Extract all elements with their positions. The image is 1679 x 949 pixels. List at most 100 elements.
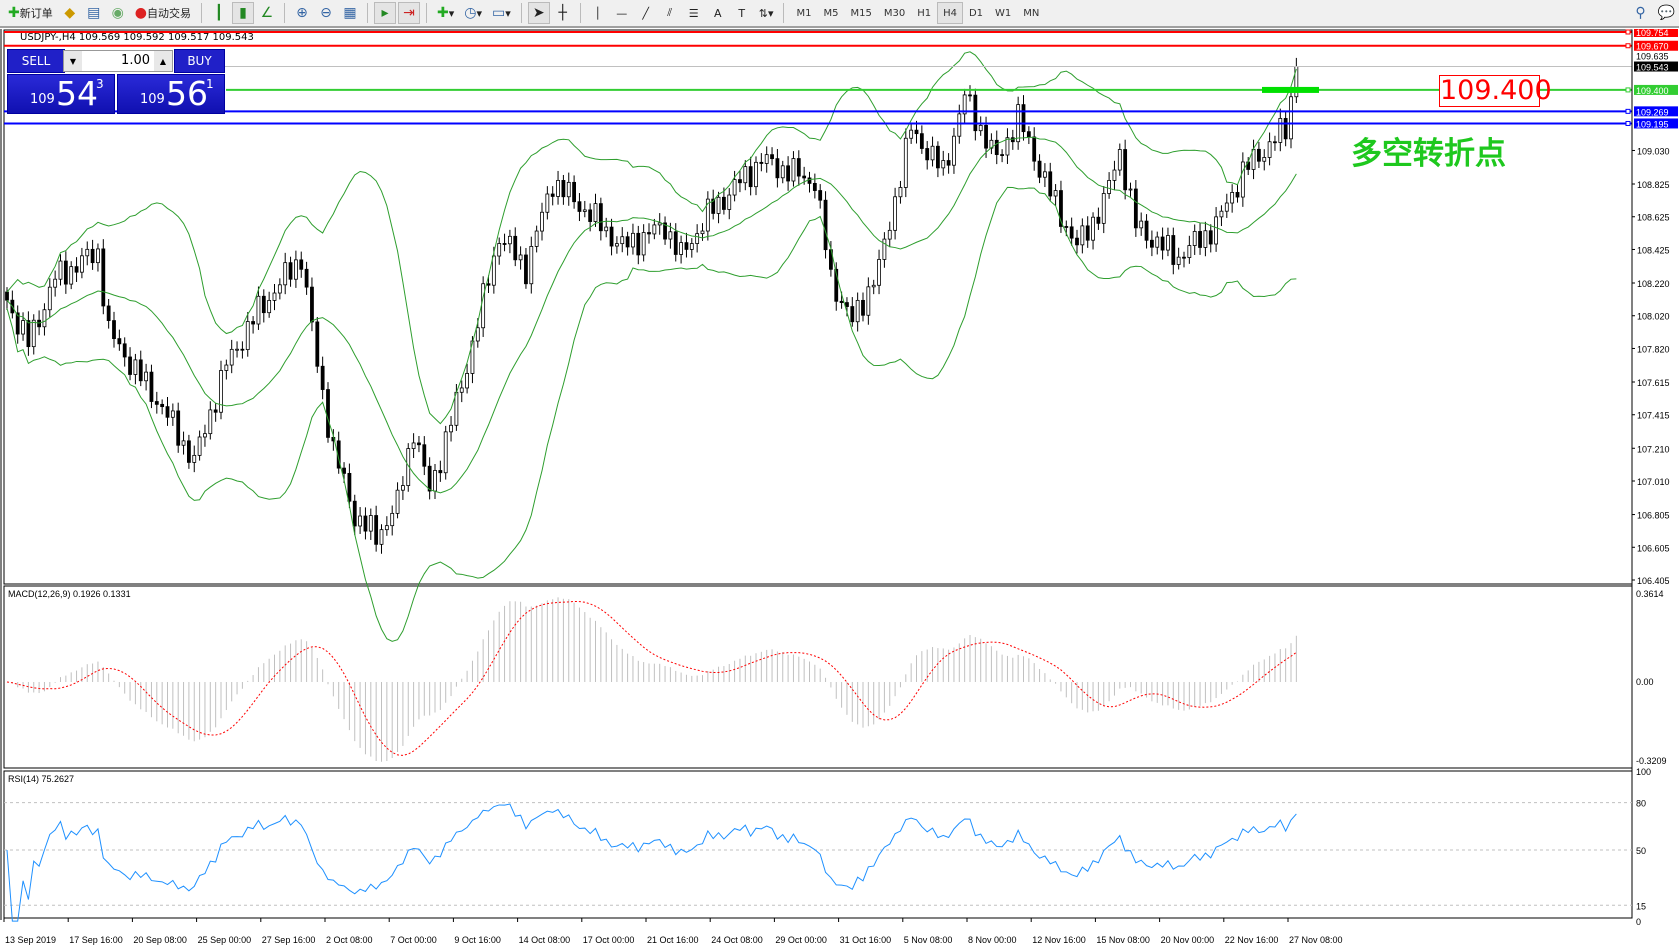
cursor-button[interactable]: ➤ [527, 2, 550, 24]
time-axis-label: 25 Sep 00:00 [198, 935, 252, 945]
candle-body [96, 248, 100, 264]
price-tag-label: 109.754 [1636, 29, 1669, 38]
sell-price[interactable]: 109 54 3 [7, 74, 115, 114]
fibonacci-button[interactable]: ☰ [683, 2, 705, 24]
candle-body [941, 160, 946, 169]
candle-body [1064, 226, 1069, 228]
timeframe-w1[interactable]: W1 [995, 7, 1012, 19]
timeframe-m30[interactable]: M30 [883, 7, 906, 19]
sell-price-prefix: 109 [30, 92, 55, 107]
price-annotation[interactable]: 109.400 [1439, 75, 1552, 107]
chart-shift-button[interactable]: ⇥ [397, 2, 420, 24]
auto-trading-button[interactable]: ● 自动交易 [131, 2, 195, 24]
candle-body [780, 165, 785, 179]
candle-body [770, 154, 774, 160]
timeframe-m5[interactable]: M5 [823, 7, 839, 19]
candle-body [363, 515, 368, 532]
line-handle[interactable] [1625, 87, 1631, 93]
candle-body [374, 515, 379, 545]
candle-body [112, 320, 116, 340]
line-handle[interactable] [1625, 29, 1631, 35]
candle-body [657, 222, 662, 226]
candle-body [887, 229, 892, 240]
line-handle[interactable] [1625, 120, 1631, 126]
horizontal-line-button[interactable]: — [611, 2, 633, 24]
buy-button[interactable]: BUY [174, 49, 225, 73]
candle-body [1021, 104, 1026, 133]
text-label-button[interactable]: T [731, 2, 753, 24]
tile-windows-button[interactable]: ▦ [339, 2, 361, 24]
separator [366, 3, 368, 23]
timeframe-m1[interactable]: M1 [796, 7, 812, 19]
line-handle[interactable] [1625, 43, 1631, 49]
timeframe-m15[interactable]: M15 [850, 7, 872, 19]
price-axis-label: 108.220 [1637, 279, 1670, 289]
chart-shift-icon: ⇥ [403, 5, 415, 21]
arrows-button[interactable]: ⇅ ▾ [758, 6, 774, 20]
indicators-button[interactable]: ✚ ▾ [436, 5, 455, 21]
candle-body [1085, 225, 1090, 241]
candle-body [861, 299, 865, 316]
lot-decrease-button[interactable]: ▼ [64, 51, 82, 71]
timeframe-mn[interactable]: MN [1023, 7, 1040, 19]
price-tag [1634, 29, 1678, 37]
vertical-line-button[interactable]: │ [587, 2, 609, 24]
candle-body [743, 166, 748, 184]
timeframe-h4[interactable]: H4 [937, 2, 963, 24]
candle-body [919, 133, 924, 149]
candle-body [502, 243, 507, 245]
new-order-button[interactable]: ✚ 新订单 [4, 2, 57, 24]
channel-icon: ⫽ [667, 6, 673, 19]
line-chart-button[interactable]: ∠ [256, 2, 278, 24]
zoom-out-button[interactable]: ⊖ [315, 2, 337, 24]
lot-increase-button[interactable]: ▲ [154, 51, 172, 71]
autoscroll-button[interactable]: ▸ [373, 2, 396, 24]
candle-body [802, 175, 807, 179]
candle-body [1166, 235, 1170, 251]
candle-chart-button[interactable]: ▮ [231, 2, 254, 24]
candle-body [1160, 236, 1165, 251]
signals-button[interactable]: ◉ [107, 2, 129, 24]
candle-body [1171, 235, 1176, 265]
turning-point-label[interactable]: 多空转折点 [1351, 136, 1506, 172]
timeframe-h1[interactable]: H1 [917, 7, 932, 19]
candle-body [176, 410, 181, 446]
templates-button[interactable]: ▭ ▾ [491, 5, 511, 21]
chart-area[interactable]: 109.754 109.670 109.400 109.269 109.195 109.5… [0, 29, 1679, 949]
candle-body [320, 365, 325, 390]
candle-body [1198, 231, 1202, 248]
history-button[interactable]: ◆ [59, 2, 81, 24]
candle-body [732, 179, 737, 196]
equidistant-channel-button[interactable]: ⫽ [659, 2, 681, 24]
chat-button[interactable]: 💬 [1654, 2, 1679, 24]
candle-body [845, 302, 849, 307]
text-button[interactable]: A [707, 2, 729, 24]
time-axis-label: 24 Oct 08:00 [711, 935, 763, 945]
search-button[interactable]: ⚲ [1630, 2, 1652, 24]
candle-body [652, 224, 657, 235]
candle-body [716, 196, 721, 214]
periods-button[interactable]: ◷ ▾ [464, 5, 482, 21]
candle-body [1101, 193, 1106, 224]
price-tag-label: 109.269 [1636, 107, 1669, 117]
lot-size-field[interactable]: ▼ 1.00 ▲ [63, 50, 173, 72]
crosshair-button[interactable]: ┼ [552, 2, 574, 24]
trendline-button[interactable]: ╱ [635, 2, 657, 24]
rsi-axis-label: 50 [1636, 846, 1646, 856]
candle-body [518, 254, 523, 261]
zoom-in-button[interactable]: ⊕ [291, 2, 313, 24]
buy-price[interactable]: 109 56 1 [117, 74, 225, 114]
candle-body [1208, 230, 1213, 245]
lot-size-value[interactable]: 1.00 [121, 53, 150, 68]
timeframe-d1[interactable]: D1 [968, 7, 984, 19]
line-handle[interactable] [1625, 108, 1631, 114]
candle-body [775, 158, 780, 179]
candle-body [235, 348, 239, 351]
candle-body [245, 321, 250, 350]
price-axis-label: 107.415 [1637, 411, 1670, 421]
bar-chart-button[interactable]: ┃ [208, 2, 230, 24]
candle-body [26, 320, 31, 348]
bollinger-upper [6, 51, 1297, 425]
sell-button[interactable]: SELL [7, 49, 65, 73]
market-watch-button[interactable]: ▤ [83, 2, 105, 24]
